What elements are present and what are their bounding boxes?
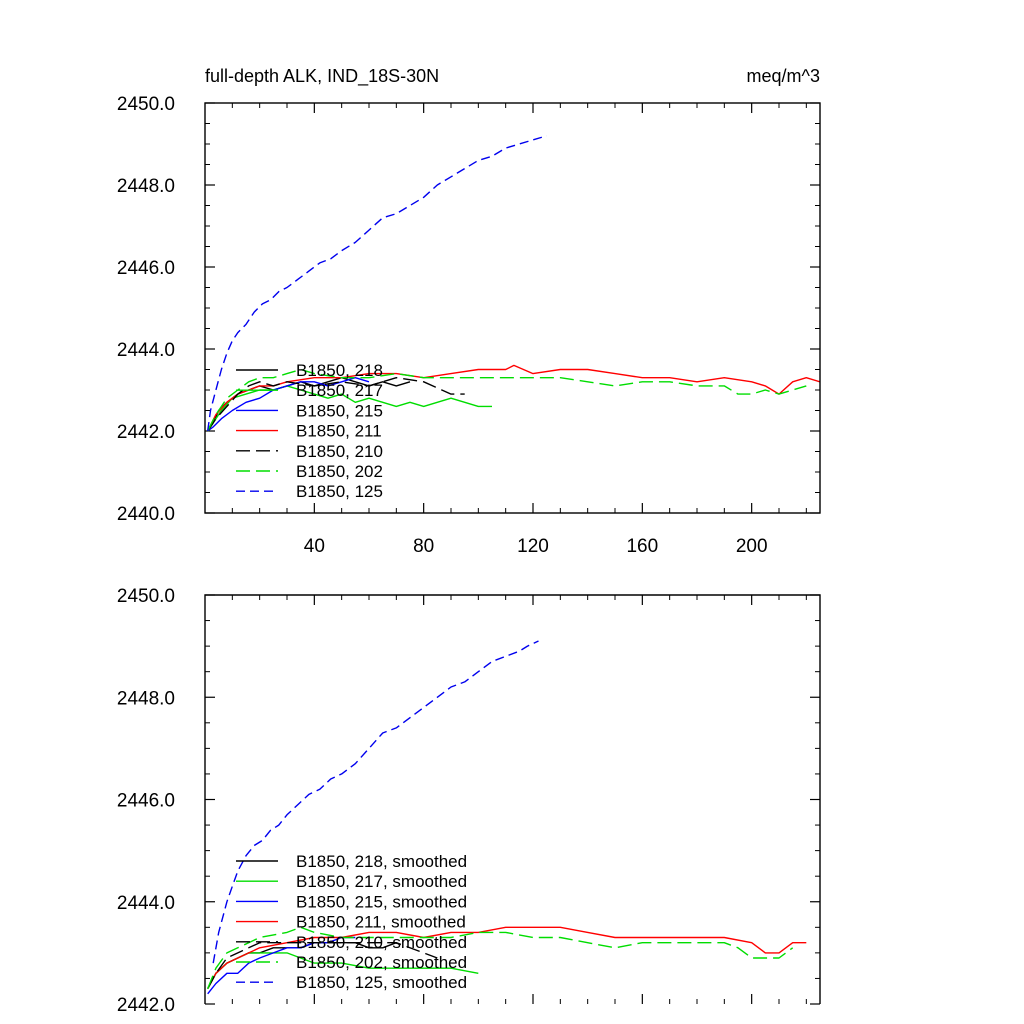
y-tick-label: 2446.0 <box>117 258 175 279</box>
top-panel: full-depth ALK, IND_18S-30N meq/m^3 40 80… <box>117 66 821 557</box>
y-tick-label: 2448.0 <box>117 176 175 197</box>
y-tick-label: 2442.0 <box>117 995 175 1016</box>
y-tick-label: 2442.0 <box>117 422 175 443</box>
y-tick-label: 2450.0 <box>117 94 175 115</box>
series-line-4 <box>207 942 438 990</box>
series-line-2 <box>207 377 370 432</box>
legend-label-2: B1850, 215, smoothed <box>296 892 467 911</box>
y-tick-label: 2448.0 <box>117 688 175 709</box>
x-tick-label: 120 <box>517 536 549 557</box>
legend-label-5: B1850, 202, smoothed <box>296 953 467 972</box>
legend-label-0: B1850, 218, smoothed <box>296 852 467 871</box>
legend-label-1: B1850, 217, smoothed <box>296 872 467 891</box>
y-tick-label: 2440.0 <box>117 504 175 525</box>
y-tick-label: 2444.0 <box>117 340 175 361</box>
series-line-3 <box>207 364 820 432</box>
series-line-6 <box>207 135 547 432</box>
legend-label-3: B1850, 211 <box>296 422 382 441</box>
x-tick-label: 160 <box>626 536 658 557</box>
series-line-5 <box>207 368 807 432</box>
series-line-4 <box>207 377 465 432</box>
series-line-5 <box>207 926 794 989</box>
top-panel-title: full-depth ALK, IND_18S-30N <box>205 66 439 87</box>
legend-label-4: B1850, 210 <box>296 442 383 461</box>
y-tick-label: 2446.0 <box>117 791 175 812</box>
y-tick-label: 2450.0 <box>117 586 175 607</box>
legend-label-1: B1850, 217 <box>296 381 383 400</box>
legend-label-5: B1850, 202 <box>296 462 383 481</box>
x-tick-label: 200 <box>736 536 768 557</box>
y-tick-label: 2444.0 <box>117 893 175 914</box>
x-tick-label: 80 <box>413 536 434 557</box>
series-line-1 <box>207 385 492 432</box>
legend-label-6: B1850, 125 <box>296 482 383 501</box>
series-line-3 <box>207 926 807 990</box>
legend-label-0: B1850, 218 <box>296 361 383 380</box>
top-panel-units: meq/m^3 <box>747 66 820 86</box>
legend-label-4: B1850, 210, smoothed <box>296 933 467 952</box>
plot-frame <box>204 594 821 1004</box>
series-line-6 <box>212 640 539 964</box>
legend-label-2: B1850, 215 <box>296 401 383 420</box>
legend-label-6: B1850, 125, smoothed <box>296 973 467 992</box>
legend-label-3: B1850, 211, smoothed <box>296 913 466 932</box>
plot-frame <box>204 102 821 514</box>
bottom-panel: 2442.0 2444.0 2446.0 2448.0 2450.0 B1850, 218… <box>117 586 821 1016</box>
x-tick-label: 40 <box>304 536 325 557</box>
